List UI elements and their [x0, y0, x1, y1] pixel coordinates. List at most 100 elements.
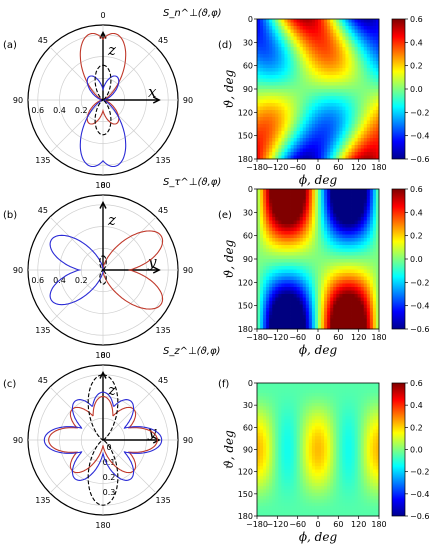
heatmap-cell — [291, 459, 294, 463]
panel-label-d: (d) — [218, 40, 232, 51]
heatmap-cell — [266, 235, 269, 239]
heatmap-cell — [367, 26, 370, 30]
heatmap-cell — [364, 509, 367, 513]
heatmap-cell — [263, 483, 266, 487]
heatmap-cell — [345, 298, 348, 302]
heatmap-cell — [327, 294, 330, 298]
heatmap-cell — [349, 210, 352, 214]
heatmap-cell — [358, 231, 361, 235]
heatmap-cell — [288, 473, 291, 477]
heatmap-cell — [361, 26, 364, 30]
heatmap-cell — [309, 443, 312, 447]
heatmap-cell — [327, 75, 330, 79]
heatmap-cell — [260, 308, 263, 312]
heatmap-cell — [315, 280, 318, 284]
heatmap-cell — [309, 459, 312, 463]
heatmap-cell — [275, 117, 278, 121]
heatmap-cell — [339, 79, 342, 83]
heatmap-cell — [327, 93, 330, 97]
heatmap-cell — [315, 386, 318, 390]
heatmap-cell — [288, 26, 291, 30]
heatmap-cell — [355, 503, 358, 507]
heatmap-cell — [358, 506, 361, 510]
heatmap-cell — [361, 493, 364, 497]
heatmap-cell — [336, 107, 339, 111]
heatmap-cell — [269, 47, 272, 51]
heatmap-cell — [297, 89, 300, 93]
heatmap-cell — [312, 37, 315, 41]
heatmap-cell — [281, 263, 284, 267]
heatmap-cell — [315, 128, 318, 132]
heatmap-cell — [278, 396, 281, 400]
heatmap-cell — [373, 413, 376, 417]
heatmap-cell — [330, 291, 333, 295]
heatmap-cell — [336, 456, 339, 460]
heatmap-cell — [339, 33, 342, 37]
heatmap-cell — [306, 249, 309, 253]
heatmap-cell — [336, 446, 339, 450]
heatmap-cell — [333, 506, 336, 510]
heatmap-cell — [272, 406, 275, 410]
heatmap-cell — [275, 393, 278, 397]
heatmap-cell — [361, 463, 364, 467]
heatmap-cell — [345, 315, 348, 319]
heatmap-cell — [263, 312, 266, 316]
heatmap-cell — [257, 149, 260, 153]
heatmap-cell — [364, 245, 367, 249]
heatmap-cell — [284, 121, 287, 125]
heatmap-cell — [272, 266, 275, 270]
heatmap-cell — [257, 301, 260, 305]
heatmap-cell — [315, 312, 318, 316]
heatmap-cell — [336, 453, 339, 457]
heatmap-cell — [336, 280, 339, 284]
heatmap-cell — [324, 58, 327, 62]
heatmap-cell — [345, 430, 348, 434]
heatmap-cell — [345, 446, 348, 450]
heatmap-cell — [364, 298, 367, 302]
heatmap-cell — [355, 75, 358, 79]
heatmap-cell — [339, 277, 342, 281]
heatmap-cell — [370, 135, 373, 139]
heatmap-cell — [342, 61, 345, 65]
heatmap-cell — [266, 319, 269, 323]
heatmap-cell — [275, 433, 278, 437]
heatmap-cell — [281, 410, 284, 414]
heatmap-cell — [339, 312, 342, 316]
heatmap-cell — [278, 200, 281, 204]
heatmap-cell — [333, 96, 336, 100]
heatmap-cell — [297, 479, 300, 483]
heatmap-cell — [315, 189, 318, 193]
heatmap-cell — [358, 440, 361, 444]
heatmap-cell — [309, 96, 312, 100]
heatmap-cell — [330, 453, 333, 457]
heatmap-cell — [297, 252, 300, 256]
heatmap-cell — [300, 277, 303, 281]
heatmap-cell — [367, 135, 370, 139]
heatmap-cell — [355, 249, 358, 253]
heatmap-cell — [272, 503, 275, 507]
heatmap-cell — [281, 124, 284, 128]
heatmap-cell — [312, 403, 315, 407]
heatmap-cell — [278, 312, 281, 316]
heatmap-cell — [288, 121, 291, 125]
heatmap-cell — [272, 479, 275, 483]
heatmap-cell — [355, 68, 358, 72]
heatmap-cell — [345, 499, 348, 503]
heatmap-cell — [272, 207, 275, 211]
heatmap-cell — [312, 196, 315, 200]
heatmap-cell — [361, 19, 364, 23]
heatmap-cell — [309, 280, 312, 284]
heatmap-cell — [269, 210, 272, 214]
heatmap-cell — [257, 503, 260, 507]
heatmap-cell — [315, 315, 318, 319]
heatmap-cell — [336, 499, 339, 503]
heatmap-cell — [318, 54, 321, 58]
heatmap-cell — [294, 294, 297, 298]
y-tick-label: 180 — [238, 325, 253, 334]
heatmap-cell — [288, 68, 291, 72]
heatmap-cell — [370, 466, 373, 470]
heatmap-cell — [315, 466, 318, 470]
heatmap-cell — [358, 217, 361, 221]
heatmap-cell — [281, 231, 284, 235]
heatmap-cell — [291, 400, 294, 404]
